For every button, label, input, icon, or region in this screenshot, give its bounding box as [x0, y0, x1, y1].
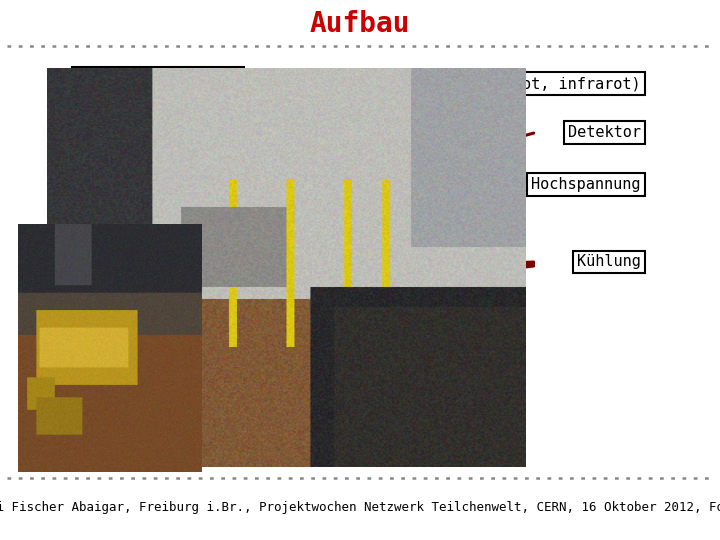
Text: Unai Fischer Abaigar, Freiburg i.Br., Projektwochen Netzwerk Teilchenwelt, CERN,: Unai Fischer Abaigar, Freiburg i.Br., Pr… [0, 501, 720, 514]
Text: Hochspannung: Hochspannung [531, 177, 641, 192]
Text: Aufbau: Aufbau [310, 10, 410, 38]
Text: Abschliessende Box: Abschliessende Box [76, 71, 240, 86]
Text: Kühlung: Kühlung [577, 254, 641, 269]
Text: Detektor: Detektor [568, 125, 641, 140]
Text: Laser (rot, infrarot): Laser (rot, infrarot) [449, 76, 641, 91]
